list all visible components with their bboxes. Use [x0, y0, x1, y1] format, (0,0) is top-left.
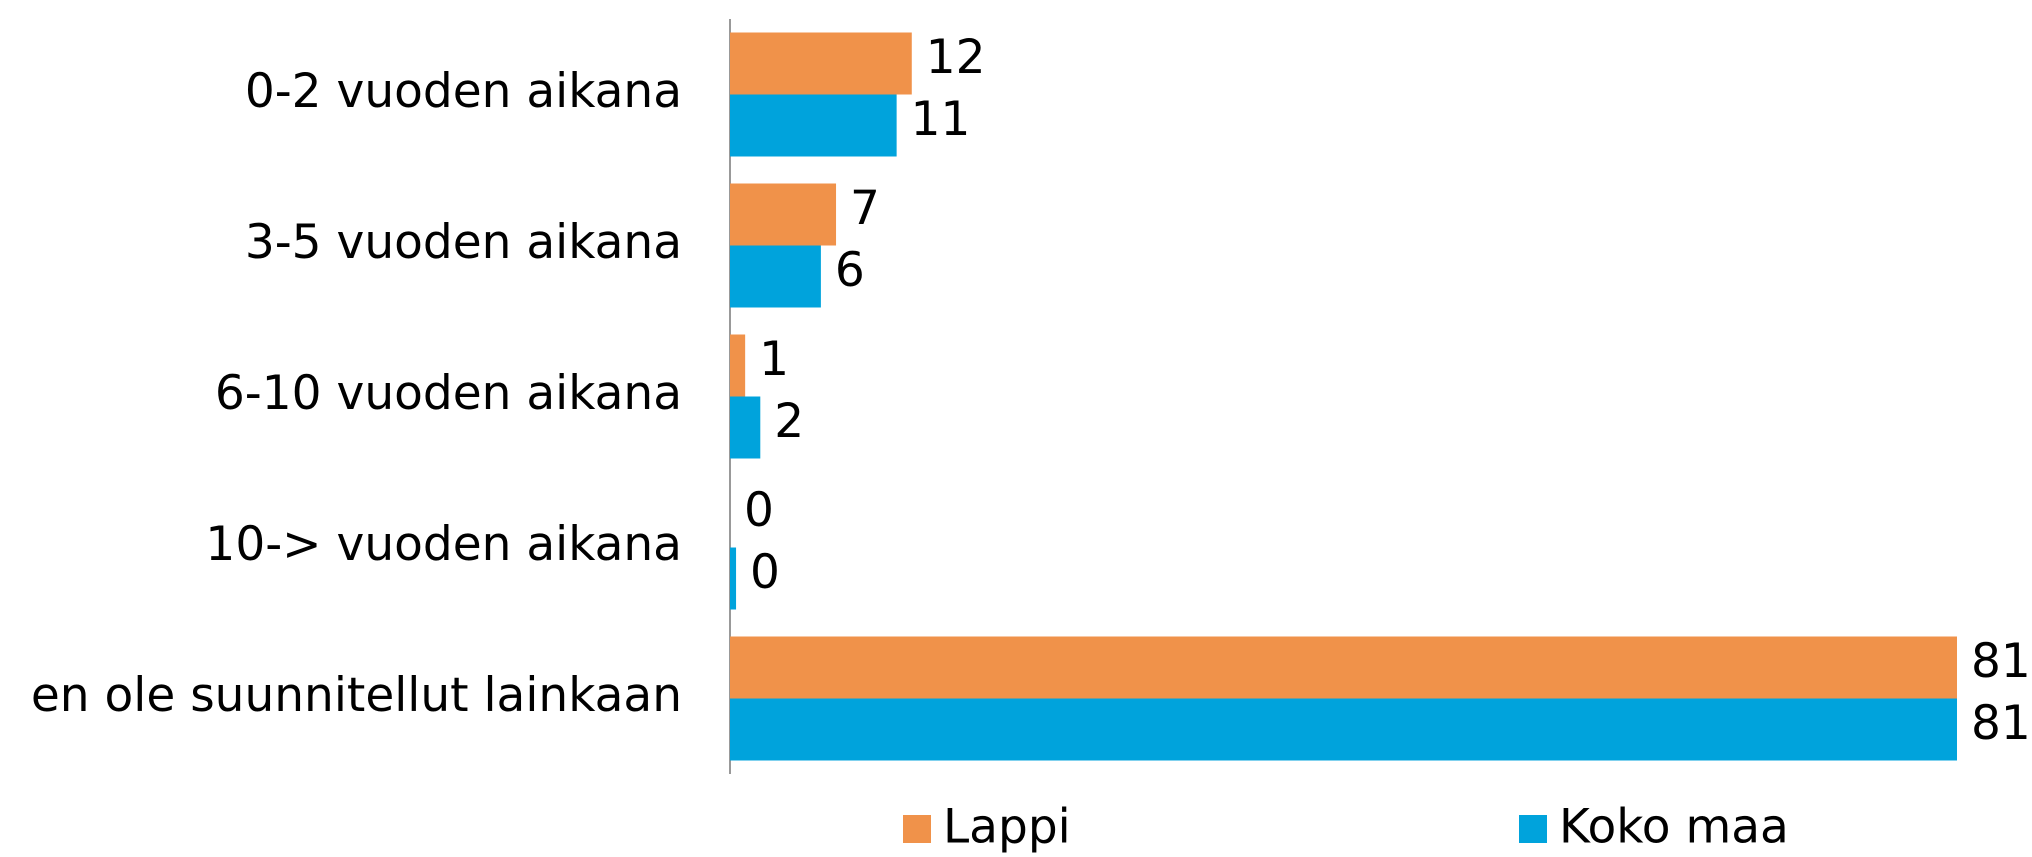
- legend-label: Koko maa: [1559, 800, 1789, 855]
- bar: [730, 396, 761, 459]
- bar: [730, 245, 821, 308]
- data-label: 7: [850, 181, 880, 236]
- data-label: 0: [750, 545, 780, 600]
- y-tick-label: 3-5 vuoden aikana: [245, 215, 682, 270]
- bar: [730, 32, 912, 95]
- bar: [730, 183, 837, 246]
- legend-swatch: [903, 815, 931, 843]
- data-label: 12: [926, 30, 986, 85]
- legend-swatch: [1519, 815, 1547, 843]
- data-label: 6: [835, 243, 865, 298]
- bar: [730, 698, 1957, 761]
- y-tick-label: en ole suunnitellut lainkaan: [31, 668, 682, 723]
- bar: [730, 636, 1957, 699]
- y-tick-label: 10-> vuoden aikana: [205, 517, 682, 572]
- bar: [730, 94, 897, 157]
- data-label: 11: [911, 92, 971, 147]
- legend-label: Lappi: [943, 800, 1071, 855]
- y-tick-label: 0-2 vuoden aikana: [245, 64, 682, 119]
- y-tick-label: 6-10 vuoden aikana: [215, 366, 682, 421]
- bar: [730, 547, 737, 610]
- data-label: 81: [1971, 696, 2031, 751]
- data-label: 2: [774, 394, 804, 449]
- data-label: 1: [759, 332, 789, 387]
- data-label: 81: [1971, 634, 2031, 689]
- bar: [730, 334, 746, 397]
- data-label: 0: [744, 483, 774, 538]
